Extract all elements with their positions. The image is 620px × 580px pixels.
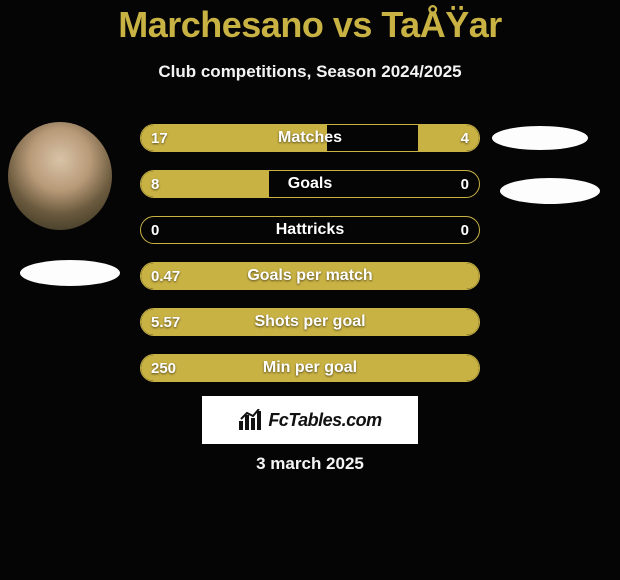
player-left-avatar [8, 122, 112, 230]
player-right-name: TaÅŸar [381, 4, 501, 45]
stat-row: 17Matches4 [140, 124, 480, 152]
player-left-name: Marchesano [118, 4, 323, 45]
stat-label: Hattricks [141, 217, 479, 243]
player-left-club-logo [20, 260, 120, 286]
stat-row: 5.57Shots per goal [140, 308, 480, 336]
stat-label: Goals per match [141, 263, 479, 289]
stat-label: Shots per goal [141, 309, 479, 335]
stat-value-right: 4 [461, 125, 469, 151]
stat-label: Min per goal [141, 355, 479, 381]
stat-row: 8Goals0 [140, 170, 480, 198]
player-right-club-logo [500, 178, 600, 204]
stat-row: 0.47Goals per match [140, 262, 480, 290]
stat-label: Matches [141, 125, 479, 151]
date-label: 3 march 2025 [0, 454, 620, 474]
brand-text: FcTables.com [268, 410, 381, 431]
brand-chart-icon [238, 409, 264, 431]
stats-panel: 17Matches48Goals00Hattricks00.47Goals pe… [140, 124, 480, 400]
stat-row: 0Hattricks0 [140, 216, 480, 244]
brand-badge[interactable]: FcTables.com [202, 396, 418, 444]
stat-value-right: 0 [461, 171, 469, 197]
player-right-avatar [492, 126, 588, 150]
stat-row: 250Min per goal [140, 354, 480, 382]
stat-label: Goals [141, 171, 479, 197]
page-title: Marchesano vs TaÅŸar [0, 0, 620, 46]
stat-value-right: 0 [461, 217, 469, 243]
vs-label: vs [323, 4, 381, 45]
subtitle: Club competitions, Season 2024/2025 [0, 62, 620, 82]
